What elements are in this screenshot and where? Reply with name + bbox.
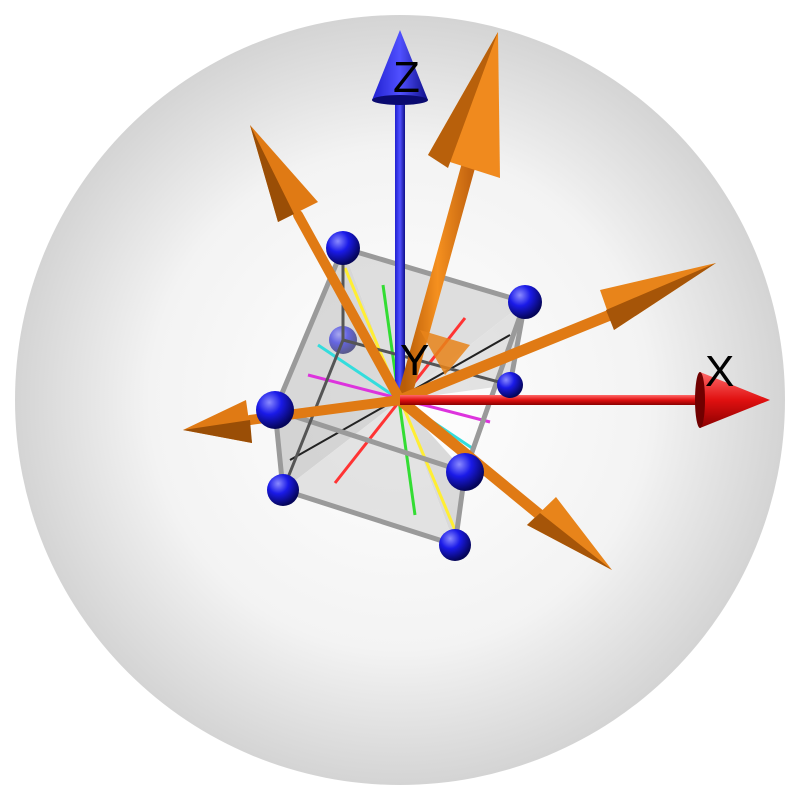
atom-top-right[interactable] — [508, 285, 542, 319]
atom-front-right[interactable] — [446, 453, 484, 491]
z-axis-label: Z — [393, 53, 420, 102]
vector-arrow-up — [398, 32, 500, 402]
atoms — [256, 231, 542, 561]
atom-mid-right[interactable] — [497, 372, 523, 398]
atom-top-back[interactable] — [326, 231, 360, 265]
atom-bottom-left[interactable] — [267, 474, 299, 506]
x-axis-label: X — [705, 347, 734, 396]
vector-arrow-center — [420, 330, 470, 375]
atom-bottom-right[interactable] — [439, 529, 471, 561]
z-axis — [372, 30, 428, 400]
vector-arrow-right — [394, 263, 716, 406]
x-axis — [400, 372, 770, 428]
atom-front-left[interactable] — [256, 391, 294, 429]
vector-arrows — [183, 32, 716, 570]
vector-arrow-up-left — [250, 125, 405, 405]
y-axis-label: Y — [400, 336, 429, 385]
